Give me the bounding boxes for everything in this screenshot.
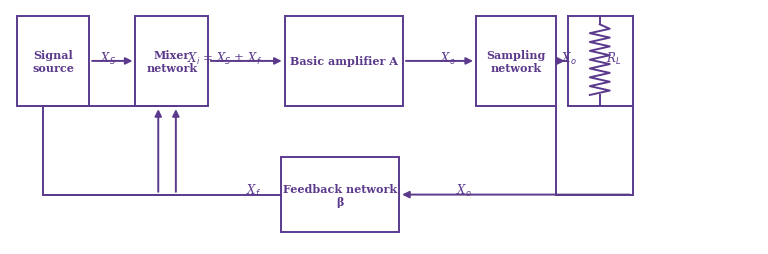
Text: R$_L$: R$_L$ (606, 51, 621, 67)
Text: X$_o$: X$_o$ (561, 51, 577, 67)
Text: Basic amplifier A: Basic amplifier A (290, 56, 398, 67)
Text: Sampling
network: Sampling network (486, 50, 546, 73)
Text: Mixer
network: Mixer network (146, 50, 197, 73)
Text: X$_o$: X$_o$ (456, 182, 472, 198)
Text: Signal
source: Signal source (32, 50, 74, 73)
Text: X$_S$: X$_S$ (101, 51, 117, 67)
Text: Feedback network
β: Feedback network β (283, 183, 397, 207)
FancyBboxPatch shape (135, 17, 208, 107)
Text: X$_o$: X$_o$ (439, 51, 455, 67)
FancyBboxPatch shape (476, 17, 556, 107)
Text: X$_f$: X$_f$ (247, 182, 262, 198)
Text: X$_i$ = X$_S$ ± X$_f$: X$_i$ = X$_S$ ± X$_f$ (187, 51, 263, 67)
FancyBboxPatch shape (17, 17, 89, 107)
FancyBboxPatch shape (280, 157, 399, 232)
FancyBboxPatch shape (284, 17, 403, 107)
